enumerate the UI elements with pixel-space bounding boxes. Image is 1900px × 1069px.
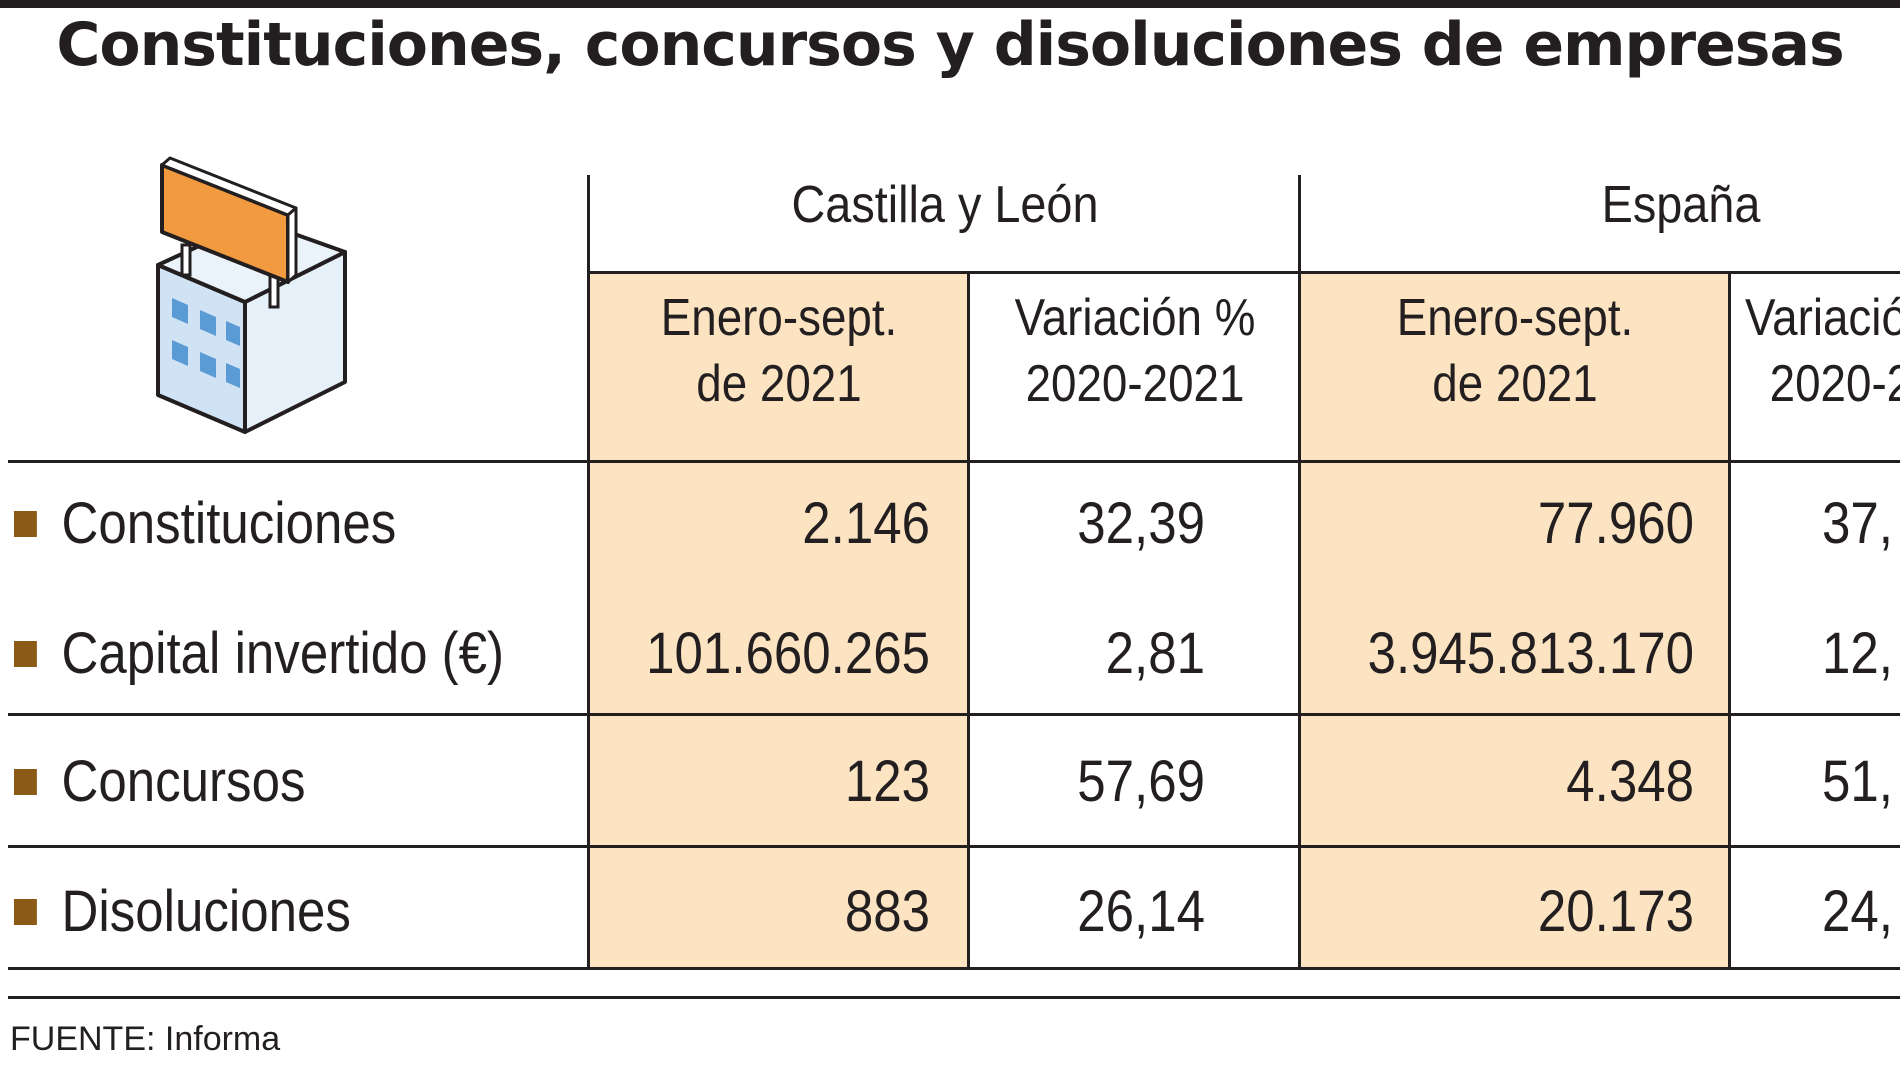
row-rule-2 xyxy=(8,713,1900,716)
column-header-line: de 2021 xyxy=(1432,355,1598,413)
group-header-espana: España xyxy=(1601,176,1761,234)
column-shade-es xyxy=(1301,273,1729,969)
divider-v4 xyxy=(1728,273,1731,970)
bottom-rule xyxy=(8,967,1900,970)
divider-v3 xyxy=(1298,175,1301,970)
row-label: Concursos xyxy=(14,748,305,815)
footer-rule xyxy=(8,996,1900,999)
table-cell: 26,14 xyxy=(1077,879,1205,944)
table-cell: 123 xyxy=(844,749,930,814)
row-label-text: Constituciones xyxy=(61,491,397,556)
column-header: Enero-sept. de 2021 xyxy=(613,285,946,417)
table-cell: 883 xyxy=(844,879,930,944)
table-cell: 51, xyxy=(1822,749,1893,814)
column-header-line: Enero-sept. xyxy=(660,289,898,347)
table-cell: 4.348 xyxy=(1566,749,1694,814)
table-cell: 57,69 xyxy=(1077,749,1205,814)
row-label-text: Disoluciones xyxy=(61,879,351,944)
bullet-icon xyxy=(14,768,37,795)
group-header-castilla-leon: Castilla y León xyxy=(791,176,1099,234)
column-header-line: 2020-2021 xyxy=(1769,355,1900,413)
top-rule xyxy=(0,0,1900,8)
source-note: FUENTE: Informa xyxy=(10,1020,281,1058)
table-cell: 37, xyxy=(1822,491,1893,556)
bullet-icon xyxy=(14,510,37,537)
column-header: Variación % 2020-2021 xyxy=(1745,285,1900,417)
table-cell: 20.173 xyxy=(1537,879,1694,944)
row-label: Capital invertido (€) xyxy=(14,620,504,687)
table-cell: 24, xyxy=(1822,879,1893,944)
row-label: Constituciones xyxy=(14,490,396,557)
row-label-text: Capital invertido (€) xyxy=(61,621,505,686)
row-label: Disoluciones xyxy=(14,878,351,945)
chart-title: Constituciones, concursos y disoluciones… xyxy=(56,10,1844,80)
column-header-line: de 2021 xyxy=(696,355,862,413)
divider-v2 xyxy=(967,273,970,970)
column-header: Enero-sept. de 2021 xyxy=(1327,285,1704,417)
row-label-text: Concursos xyxy=(61,749,306,814)
column-header-line: Enero-sept. xyxy=(1396,289,1634,347)
column-header-line: 2020-2021 xyxy=(1025,355,1245,413)
column-header-line: Variación % xyxy=(1745,289,1900,347)
bullet-icon xyxy=(14,640,37,667)
table-cell: 2.146 xyxy=(802,491,930,556)
bullet-icon xyxy=(14,898,37,925)
table-cell: 3.945.813.170 xyxy=(1367,621,1694,686)
header-rule xyxy=(8,460,1900,463)
table-cell: 101.660.265 xyxy=(646,621,930,686)
column-header-line: Variación % xyxy=(1014,289,1256,347)
table-cell: 77.960 xyxy=(1537,491,1694,556)
group-rule xyxy=(587,271,1900,274)
row-rule-3 xyxy=(8,845,1900,848)
table-cell: 12, xyxy=(1822,621,1893,686)
column-shade-cyl xyxy=(590,273,968,969)
building-icon xyxy=(156,156,347,434)
table-cell: 2,81 xyxy=(1105,621,1205,686)
divider-v1 xyxy=(587,175,590,970)
table-cell: 32,39 xyxy=(1077,491,1205,556)
column-header: Variación % 2020-2021 xyxy=(990,285,1280,417)
